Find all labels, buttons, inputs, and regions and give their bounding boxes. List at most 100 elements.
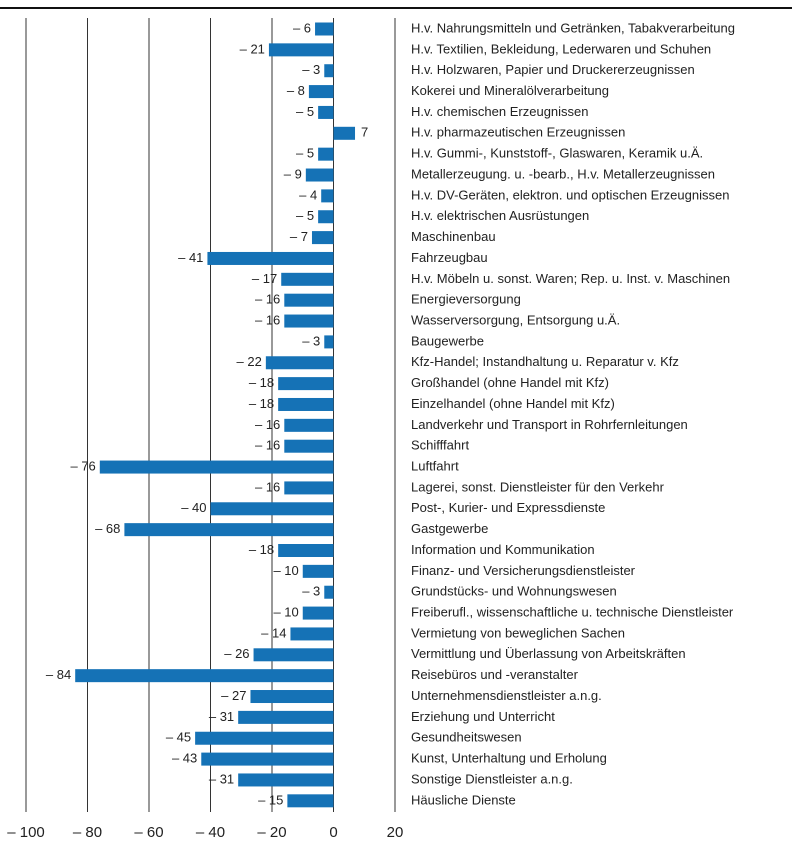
- bar: [124, 523, 334, 537]
- category-label: Energieversorgung: [411, 292, 521, 307]
- value-label: 7: [361, 125, 368, 140]
- value-label: – 3: [302, 333, 320, 348]
- bar: [318, 210, 334, 224]
- value-label: – 40: [181, 500, 206, 515]
- bar: [284, 439, 334, 453]
- category-label: Schifffahrt: [411, 438, 469, 453]
- bar: [284, 418, 334, 432]
- value-label: – 18: [249, 375, 274, 390]
- value-label: – 41: [178, 250, 203, 265]
- value-label: – 27: [221, 688, 246, 703]
- bar: [324, 585, 334, 599]
- value-label: – 45: [166, 730, 191, 745]
- bar: [250, 690, 334, 704]
- value-label: – 3: [302, 62, 320, 77]
- bar: [318, 105, 334, 119]
- bar: [281, 272, 334, 286]
- category-label: Häusliche Dienste: [411, 792, 516, 807]
- bar: [315, 22, 334, 36]
- category-label: Luftfahrt: [411, 458, 459, 473]
- category-label: Unternehmensdienstleister a.n.g.: [411, 688, 602, 703]
- category-label: H.v. Möbeln u. sonst. Waren; Rep. u. Ins…: [411, 271, 730, 286]
- value-label: – 5: [296, 104, 314, 119]
- category-label: Post-, Kurier- und Expressdienste: [411, 500, 605, 515]
- bar: [265, 356, 334, 370]
- value-label: – 9: [284, 166, 302, 181]
- category-label: Grundstücks- und Wohnungswesen: [411, 584, 617, 599]
- bar: [333, 126, 356, 140]
- value-label: – 43: [172, 751, 197, 766]
- value-label: – 31: [209, 771, 234, 786]
- bar: [318, 147, 334, 161]
- x-tick-label: – 100: [7, 824, 45, 841]
- bar: [324, 335, 334, 349]
- category-label: Einzelhandel (ohne Handel mit Kfz): [411, 396, 615, 411]
- bar: [195, 731, 334, 745]
- value-label: – 5: [296, 208, 314, 223]
- bar: [324, 64, 334, 78]
- category-label: Reisebüros und -veranstalter: [411, 667, 579, 682]
- x-tick-label: – 20: [257, 824, 286, 841]
- bar: [238, 773, 334, 787]
- category-label: Gastgewerbe: [411, 521, 488, 536]
- value-label: – 16: [255, 292, 280, 307]
- category-label: Information und Kommunikation: [411, 542, 595, 557]
- value-label: – 10: [273, 605, 298, 620]
- value-label: – 16: [255, 438, 280, 453]
- category-label: Vermittlung und Überlassung von Arbeitsk…: [411, 646, 686, 661]
- bar: [278, 377, 334, 391]
- bar: [99, 460, 334, 474]
- value-label: – 16: [255, 479, 280, 494]
- category-label: H.v. Nahrungsmitteln und Getränken, Taba…: [411, 20, 735, 35]
- value-label: – 21: [240, 41, 265, 56]
- bar: [321, 189, 334, 203]
- bar: [284, 293, 334, 307]
- category-label: Finanz- und Versicherungsdienstleister: [411, 563, 636, 578]
- bar: [284, 481, 334, 495]
- bar: [287, 794, 334, 808]
- value-label: – 26: [224, 646, 249, 661]
- value-label: – 16: [255, 312, 280, 327]
- bar: [278, 544, 334, 557]
- bar: [201, 752, 334, 766]
- value-label: – 6: [293, 20, 311, 35]
- category-label: Großhandel (ohne Handel mit Kfz): [411, 375, 609, 390]
- x-tick-label: 0: [329, 824, 337, 841]
- category-label: Erziehung und Unterricht: [411, 709, 555, 724]
- category-label: Kokerei und Mineralölverarbeitung: [411, 83, 609, 98]
- category-label: Lagerei, sonst. Dienstleister für den Ve…: [411, 479, 665, 494]
- category-label: H.v. Textilien, Bekleidung, Lederwaren u…: [411, 41, 711, 56]
- bar: [311, 231, 334, 245]
- category-label: Landverkehr und Transport in Rohrfernlei…: [411, 417, 688, 432]
- value-label: – 5: [296, 146, 314, 161]
- value-label: – 76: [70, 458, 95, 473]
- category-label: Freiberufl., wissenschaftliche u. techni…: [411, 605, 734, 620]
- bar: [207, 251, 334, 265]
- value-label: – 4: [299, 187, 317, 202]
- category-label: Wasserversorgung, Entsorgung u.Ä.: [411, 312, 620, 327]
- x-tick-label: – 80: [73, 824, 102, 841]
- bar: [308, 85, 334, 99]
- category-label: Gesundheitswesen: [411, 730, 522, 745]
- category-label: H.v. chemischen Erzeugnissen: [411, 104, 589, 119]
- category-label: H.v. pharmazeutischen Erzeugnissen: [411, 125, 625, 140]
- category-label: Maschinenbau: [411, 229, 496, 244]
- category-label: Baugewerbe: [411, 333, 484, 348]
- x-tick-label: – 40: [196, 824, 225, 841]
- bar: [284, 314, 334, 328]
- category-label: H.v. Holzwaren, Papier und Druckererzeug…: [411, 62, 695, 77]
- category-label: Kunst, Unterhaltung und Erholung: [411, 751, 607, 766]
- value-label: – 17: [252, 271, 277, 286]
- value-label: – 22: [237, 354, 262, 369]
- value-label: – 14: [261, 625, 286, 640]
- bar: [302, 564, 334, 578]
- bar: [305, 168, 334, 182]
- bar: [268, 43, 334, 57]
- category-label: Kfz-Handel; Instandhaltung u. Reparatur …: [411, 354, 679, 369]
- category-label: H.v. DV-Geräten, elektron. und optischen…: [411, 187, 729, 202]
- category-label: Fahrzeugbau: [411, 250, 488, 265]
- category-label: H.v. elektrischen Ausrüstungen: [411, 208, 589, 223]
- value-label: – 68: [95, 521, 120, 536]
- bar: [302, 606, 334, 620]
